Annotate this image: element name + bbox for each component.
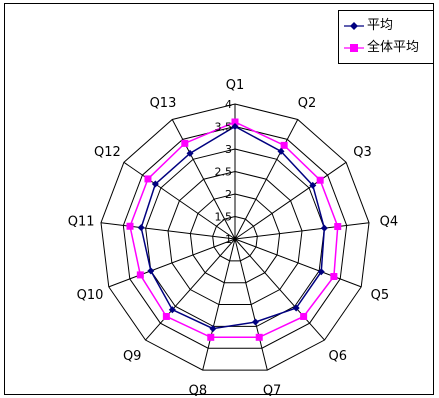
category-label: Q13 [150, 96, 177, 111]
data-point-series-2 [334, 223, 342, 231]
data-point-series-2 [162, 312, 170, 320]
grid-spoke [123, 161, 236, 240]
data-point-series-2 [255, 333, 263, 341]
category-label: Q11 [68, 214, 95, 229]
data-point-series-2 [316, 176, 324, 184]
category-label: Q7 [263, 383, 282, 396]
legend: 平均 全体平均 [338, 10, 434, 64]
data-point-series-1 [251, 318, 259, 326]
radar-labels: 1 1.5 2 2.5 3 3.5 4 Q1 Q2 Q3 Q4 Q5 Q6 Q7 Q8 Q9 Q10 Q11 Q12… [68, 78, 398, 396]
grid-spoke [234, 238, 362, 288]
radar-series [126, 118, 342, 341]
data-point-series-1 [147, 267, 155, 275]
tick-label: 2 [225, 188, 232, 201]
grid-spoke [234, 119, 299, 240]
grid-spoke [108, 238, 236, 288]
diamond-marker-icon [344, 22, 364, 30]
legend-label-series-2: 全体平均 [367, 40, 420, 55]
data-point-series-2 [126, 222, 134, 230]
data-point-series-2 [207, 333, 215, 341]
data-point-series-1 [317, 268, 325, 276]
tick-label: 2.5 [215, 166, 233, 179]
category-label: Q4 [380, 214, 399, 229]
tick-label: 1.5 [215, 211, 233, 224]
category-label: Q10 [77, 288, 104, 303]
grid-spoke [234, 222, 370, 240]
data-point-series-2 [330, 272, 338, 280]
data-point-series-2 [231, 118, 239, 126]
legend-label-series-1: 平均 [367, 18, 394, 33]
grid-ring [145, 148, 325, 327]
grid-spoke [171, 119, 236, 240]
category-label: Q8 [189, 383, 208, 396]
grid-spoke [234, 238, 325, 341]
series-line-2 [129, 121, 339, 339]
data-point-series-1 [151, 180, 159, 188]
tick-label: 3.5 [215, 121, 233, 134]
grid-ring [167, 170, 303, 306]
category-label: Q3 [353, 145, 372, 160]
tick-label: 4 [225, 98, 232, 111]
series-line-1 [140, 125, 326, 330]
chart-area: 1 1.5 2 2.5 3 3.5 4 Q1 Q2 Q3 Q4 Q5 Q6 Q7 Q8 Q9 Q10 Q11 Q12… [4, 3, 434, 396]
grid-spoke [202, 238, 236, 371]
data-point-series-1 [231, 123, 239, 130]
data-point-series-1 [309, 181, 317, 189]
data-point-series-2 [280, 141, 288, 149]
data-point-series-1 [137, 224, 145, 232]
radar-chart: 1 1.5 2 2.5 3 3.5 4 Q1 Q2 Q3 Q4 Q5 Q6 Q7 Q8 Q9 Q10 Q11 Q12… [68, 78, 398, 396]
radar-grid [100, 103, 370, 371]
square-marker-icon [344, 44, 364, 52]
data-point-series-2 [181, 139, 189, 147]
grid-ring [212, 215, 258, 262]
grid-ring [100, 103, 370, 371]
data-point-series-1 [277, 147, 285, 155]
grid-spoke [145, 238, 236, 341]
tick-label: 3 [225, 143, 232, 156]
data-point-series-2 [136, 271, 144, 279]
tick-label: 1 [225, 233, 232, 246]
category-label: Q6 [329, 349, 348, 364]
grid-ring [122, 125, 348, 349]
data-point-series-1 [168, 306, 176, 314]
category-label: Q1 [226, 78, 245, 93]
grid-spoke [100, 222, 236, 240]
legend-item-series-2: 全体平均 [343, 39, 419, 57]
grid-spoke [234, 238, 268, 371]
category-label: Q5 [371, 288, 390, 303]
grid-spoke [234, 161, 347, 240]
data-point-series-1 [292, 304, 300, 312]
category-label: Q12 [94, 145, 121, 160]
data-point-series-1 [209, 325, 217, 333]
category-label: Q9 [123, 349, 142, 364]
data-point-series-1 [320, 224, 328, 232]
data-point-series-1 [186, 149, 194, 157]
category-label: Q2 [298, 96, 317, 111]
data-point-series-2 [300, 312, 308, 320]
data-point-series-2 [144, 175, 152, 183]
grid-ring [189, 193, 281, 284]
legend-item-series-1: 平均 [343, 17, 393, 35]
